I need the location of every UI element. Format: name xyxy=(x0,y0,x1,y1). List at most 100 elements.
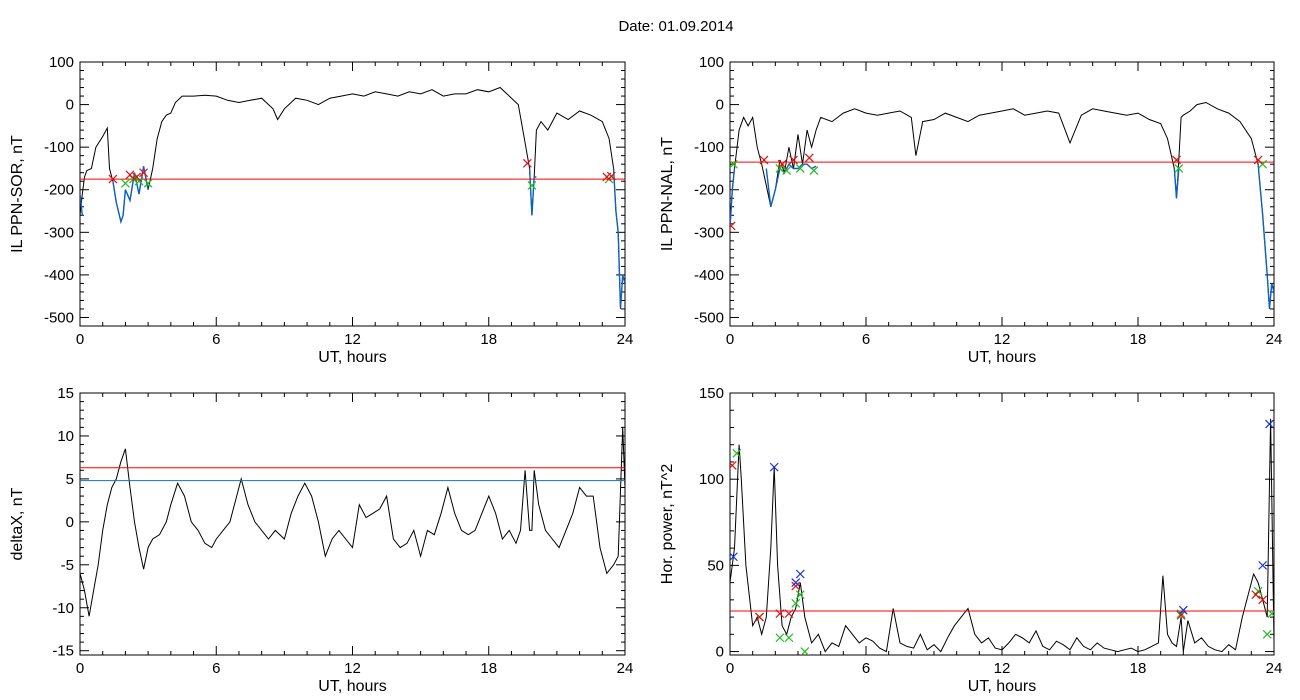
y-tick-label: 50 xyxy=(707,557,724,574)
marker-green xyxy=(795,164,805,173)
marker-blue xyxy=(795,569,805,579)
series-line xyxy=(730,418,1274,653)
marker-green xyxy=(730,159,738,169)
marker-red xyxy=(1253,155,1263,165)
series-line xyxy=(730,101,1274,310)
below-threshold-segment xyxy=(112,166,149,225)
below-threshold-segment xyxy=(1257,164,1274,310)
plot-area xyxy=(80,86,625,310)
below-threshold-segment xyxy=(765,163,817,207)
marker-green xyxy=(143,178,153,188)
x-tick-label: 0 xyxy=(726,331,734,348)
y-tick-label: -100 xyxy=(694,139,724,156)
marker-green xyxy=(527,181,537,190)
x-tick-label: 18 xyxy=(480,331,497,348)
marker-blue xyxy=(730,552,738,562)
marker-red xyxy=(132,172,142,182)
y-tick-label: 100 xyxy=(699,54,724,71)
marker-green xyxy=(120,178,130,188)
x-tick-label: 24 xyxy=(1266,331,1283,348)
marker-green xyxy=(782,166,792,176)
x-tick-label: 0 xyxy=(76,331,84,348)
marker-red xyxy=(1172,155,1181,165)
y-tick-label: 0 xyxy=(716,97,724,114)
marker-green xyxy=(134,176,144,186)
marker-red xyxy=(1176,610,1186,620)
y-tick-label: 10 xyxy=(57,428,74,445)
y-tick-label: -400 xyxy=(44,267,74,284)
chart-panel-2: 0 6 12 18 24 100 0 -100 -200 -300 -400 -500 UT, hour… xyxy=(659,54,1282,366)
series-line xyxy=(80,427,625,617)
plot-frame xyxy=(729,392,1275,656)
x-tick-label: 18 xyxy=(480,660,497,677)
y-tick-label: -300 xyxy=(694,224,724,241)
x-axis-label: UT, hours xyxy=(968,349,1036,366)
series-line xyxy=(80,86,625,310)
x-tick-label: 6 xyxy=(212,331,220,348)
chart-panel-4: 0 6 12 18 24 150 100 50 0 UT, hours Hor. power, nT… xyxy=(659,385,1282,695)
y-tick-label: 100 xyxy=(49,54,74,71)
y-tick-label: 0 xyxy=(66,514,74,531)
marker-red xyxy=(139,168,149,178)
x-tick-label: 6 xyxy=(862,660,870,677)
marker-red xyxy=(804,153,814,163)
below-threshold-segment xyxy=(612,168,625,310)
chart-panel-3: 0 6 12 18 24 15 10 5 0 -5 -10 -15 UT, hours deltaX, n… xyxy=(9,385,633,695)
marker-red xyxy=(755,612,764,622)
x-tick-label: 24 xyxy=(617,331,634,348)
x-tick-label: 0 xyxy=(76,660,84,677)
y-tick-label: -10 xyxy=(52,600,74,617)
figure-title: Date: 01.09.2014 xyxy=(618,18,734,35)
y-tick-label: 15 xyxy=(57,385,74,402)
y-tick-label: -500 xyxy=(694,309,724,326)
marker-green xyxy=(775,164,785,173)
marker-green xyxy=(800,647,810,655)
marker-blue xyxy=(1265,419,1274,429)
y-tick-label: -400 xyxy=(694,267,724,284)
x-tick-label: 18 xyxy=(1130,660,1147,677)
x-axis-label: UT, hours xyxy=(968,678,1036,695)
x-axis-label: UT, hours xyxy=(318,349,386,366)
y-tick-label: 150 xyxy=(699,385,724,402)
marker-green xyxy=(795,590,805,600)
x-tick-label: 12 xyxy=(994,660,1011,677)
marker-red xyxy=(108,174,118,184)
x-tick-label: 6 xyxy=(862,331,870,348)
y-tick-label: -300 xyxy=(44,224,74,241)
marker-red xyxy=(1251,590,1261,600)
x-tick-label: 24 xyxy=(1266,660,1283,677)
marker-blue xyxy=(1258,560,1268,570)
marker-blue xyxy=(769,462,779,472)
x-tick-label: 12 xyxy=(344,660,361,677)
y-axis-label: deltaX, nT xyxy=(9,487,26,560)
y-tick-label: -200 xyxy=(694,182,724,199)
marker-red xyxy=(759,155,769,165)
y-tick-label: 100 xyxy=(699,471,724,488)
marker-red xyxy=(777,159,787,169)
marker-green xyxy=(1262,629,1272,639)
below-threshold-segment xyxy=(730,168,736,229)
marker-red xyxy=(1258,595,1268,605)
x-tick-label: 6 xyxy=(212,660,220,677)
plot-frame xyxy=(79,61,626,327)
x-axis-label: UT, hours xyxy=(318,678,386,695)
y-tick-label: -5 xyxy=(61,557,74,574)
y-axis-label: Hor. power, nT^2 xyxy=(659,464,676,585)
y-tick-label: 0 xyxy=(66,97,74,114)
marker-red xyxy=(730,221,736,231)
y-tick-label: -100 xyxy=(44,139,74,156)
plot-area xyxy=(730,418,1274,655)
marker-green xyxy=(784,633,794,643)
marker-red xyxy=(775,609,785,619)
marker-green xyxy=(1267,609,1274,619)
plot-area xyxy=(80,427,625,617)
y-axis-label: IL PPN-NAL, nT xyxy=(659,137,676,251)
x-tick-label: 0 xyxy=(726,660,734,677)
chart-panel-1: 0 6 12 18 24 100 0 -100 -200 -300 -400 -500 UT, hour… xyxy=(9,54,633,366)
marker-green xyxy=(791,598,801,608)
marker-red xyxy=(606,171,616,181)
x-tick-label: 18 xyxy=(1130,331,1147,348)
y-tick-label: 5 xyxy=(66,471,74,488)
marker-green xyxy=(732,448,742,458)
